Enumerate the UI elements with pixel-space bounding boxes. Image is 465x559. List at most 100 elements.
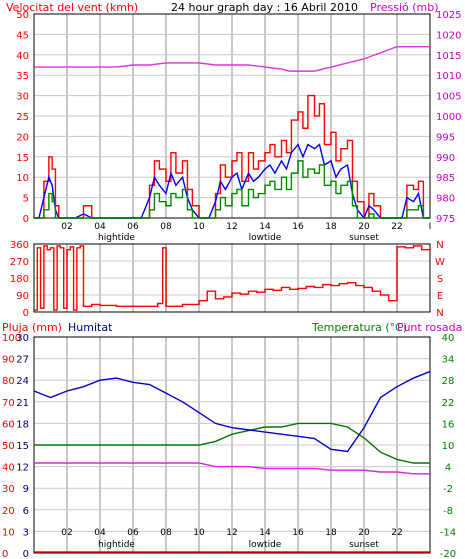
wind-pressure-panel: 0510152025303540455097598098599099510001… <box>16 10 461 243</box>
y-tick-label: 90 <box>16 291 29 302</box>
temperature-tick-label: -14 <box>440 527 456 538</box>
tide-marker-label: hightide <box>98 540 135 550</box>
x-tick-label: I <box>429 528 432 538</box>
tide-marker-label: hightide <box>98 233 135 243</box>
y2-tick-label: 995 <box>436 132 455 143</box>
x-tick-label: 14 <box>259 222 271 232</box>
x-tick-label: 04 <box>94 528 106 538</box>
humidity-tick-label: 0 <box>23 549 29 559</box>
humidity-tick-label: 9 <box>23 484 29 495</box>
tide-marker-label: lowtide <box>249 233 282 243</box>
compass-label: W <box>435 257 445 268</box>
rain-tick-label: 90 <box>2 355 15 366</box>
y2-tick-label: 1010 <box>436 71 461 82</box>
chart-title: 24 hour graph day : 16 Abril 2010 <box>171 1 358 14</box>
temperature-tick-label: 22 <box>442 398 455 409</box>
x-tick-label: 06 <box>127 528 139 538</box>
y-tick-label: 25 <box>16 112 29 123</box>
temperature-tick-label: -20 <box>440 549 456 559</box>
x-tick-label: 14 <box>259 528 271 538</box>
x-tick-label: 22 <box>391 528 402 538</box>
y2-tick-label: 1020 <box>436 30 461 41</box>
y-tick-label: 5 <box>23 194 29 205</box>
humidity-tick-label: 15 <box>16 441 29 452</box>
x-tick-label: 12 <box>226 528 237 538</box>
rain-tick-label: 20 <box>2 506 15 517</box>
wind-min-line <box>34 160 430 219</box>
humidity-tick-label: 27 <box>16 355 29 366</box>
rain-tick-label: 0 <box>2 549 8 559</box>
temperature-tick-label: -2 <box>443 484 453 495</box>
x-tick-label: 16 <box>292 222 304 232</box>
temperature-tick-label: 34 <box>442 355 455 366</box>
temperature-tick-label: 16 <box>442 419 455 430</box>
rain-tick-label: 40 <box>2 463 15 474</box>
temperature-tick-label: 28 <box>442 376 455 387</box>
y-tick-label: 360 <box>10 240 29 251</box>
humidity-tick-label: 6 <box>23 506 29 517</box>
x-tick-label: 10 <box>193 222 205 232</box>
pressure-axis-title: Pressió (mb) <box>370 1 439 14</box>
y2-tick-label: 1025 <box>436 10 461 21</box>
humidity-tick-label: 21 <box>16 398 29 409</box>
x-tick-label: 18 <box>325 222 337 232</box>
humidity-tick-label: 12 <box>16 463 29 474</box>
humidity-axis-title: Humitat <box>68 321 113 334</box>
x-tick-label: 08 <box>160 222 172 232</box>
y-tick-label: 40 <box>16 51 29 62</box>
x-tick-label: 06 <box>127 222 139 232</box>
y-tick-label: 0 <box>23 308 29 319</box>
rain-tick-label: 50 <box>2 441 15 452</box>
rain-tick-label: 80 <box>2 376 15 387</box>
y-tick-label: 270 <box>10 257 29 268</box>
tide-marker-label: sunset <box>349 540 379 550</box>
y-tick-label: 10 <box>16 173 29 184</box>
pressure-line <box>34 45 430 72</box>
x-tick-label: 04 <box>94 222 106 232</box>
compass-label: E <box>437 291 443 302</box>
rain-axis-title: Pluja (mm) <box>2 321 62 334</box>
x-tick-label: 20 <box>358 222 370 232</box>
plot-frame <box>33 13 431 219</box>
dew-axis-title: Punt rosada <box>397 321 462 334</box>
temperature-tick-label: 40 <box>442 333 455 344</box>
temperature-axis-title: Temperatura (°C) <box>311 321 407 334</box>
plot-frame <box>33 243 431 313</box>
temperature-tick-label: 10 <box>442 441 455 452</box>
y2-tick-label: 1015 <box>436 51 461 62</box>
x-tick-label: 18 <box>325 528 337 538</box>
y2-tick-label: 990 <box>436 153 455 164</box>
x-tick-label: I <box>429 222 432 232</box>
y2-tick-label: 1000 <box>436 112 461 123</box>
rain-tick-label: 100 <box>2 333 21 344</box>
y-tick-label: 35 <box>16 71 29 82</box>
compass-label: N <box>436 240 443 251</box>
rain-tick-label: 10 <box>2 527 15 538</box>
x-tick-label: 02 <box>61 528 72 538</box>
temperature-tick-label: -8 <box>443 506 453 517</box>
x-tick-label: 12 <box>226 222 237 232</box>
tide-marker-label: sunset <box>349 233 379 243</box>
wind-axis-title: Velocitat del vent (kmh) <box>6 1 138 14</box>
temperature-tick-label: 4 <box>445 463 451 474</box>
rain-tick-label: 60 <box>2 419 15 430</box>
y-tick-label: 180 <box>10 274 29 285</box>
tide-marker-label: lowtide <box>249 540 282 550</box>
rain-tick-label: 30 <box>2 484 15 495</box>
humidity-tick-label: 30 <box>16 333 29 344</box>
humidity-line <box>33 370 431 453</box>
y-tick-label: 20 <box>16 132 29 143</box>
x-tick-label: 20 <box>358 528 370 538</box>
y-tick-label: 50 <box>16 10 29 21</box>
y-tick-label: 45 <box>16 30 29 41</box>
humidity-tick-label: 24 <box>16 376 29 387</box>
humidity-tick-label: 3 <box>23 527 29 538</box>
x-tick-label: 10 <box>193 528 205 538</box>
y2-tick-label: 1005 <box>436 92 461 103</box>
compass-label: N <box>436 308 443 319</box>
y-tick-label: 30 <box>16 92 29 103</box>
y2-tick-label: 975 <box>436 214 455 225</box>
y2-tick-label: 980 <box>436 194 455 205</box>
